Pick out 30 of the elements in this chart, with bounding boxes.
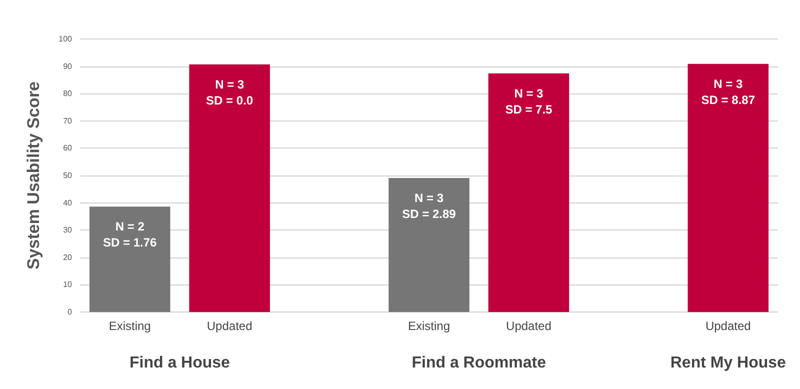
data-label: N = 3 SD = 2.89 [402, 190, 456, 221]
y-tick-label: 20 [63, 252, 73, 262]
x-tick-label: Updated [206, 319, 252, 333]
y-axis-title: System Usability Score [24, 81, 43, 270]
x-tick-label: Updated [506, 319, 552, 333]
y-tick-label: 70 [63, 116, 73, 126]
bar [89, 206, 170, 312]
x-tick-label: Existing [408, 319, 450, 333]
text: Rent My House [670, 354, 786, 372]
y-tick-label: 80 [63, 89, 73, 98]
data-label: N = 2 SD = 1.76 [103, 220, 158, 250]
bar [688, 64, 769, 312]
y-tick-label: 30 [63, 226, 73, 235]
bar [189, 64, 270, 312]
text: Find a Roommate [412, 354, 546, 372]
bar [388, 178, 470, 312]
y-tick-label: 100 [58, 34, 73, 44]
text: Find a House [129, 354, 230, 372]
y-tick-label: 10 [63, 280, 73, 290]
y-tick-label: 90 [63, 62, 73, 71]
x-tick-label: Updated [705, 319, 751, 333]
y-tick-label: 40 [63, 198, 73, 208]
y-tick-label: 0 [68, 308, 73, 316]
data-label: N = 3 SD = 0.0 [206, 77, 254, 108]
data-label: N = 3 SD = 8.87 [701, 76, 756, 107]
y-tick-label: 60 [63, 144, 73, 153]
y-tick-label: 50 [63, 171, 73, 180]
data-label: N = 3 SD = 7.5 [505, 86, 553, 116]
x-tick-label: Existing [108, 319, 151, 333]
bar [488, 73, 570, 312]
